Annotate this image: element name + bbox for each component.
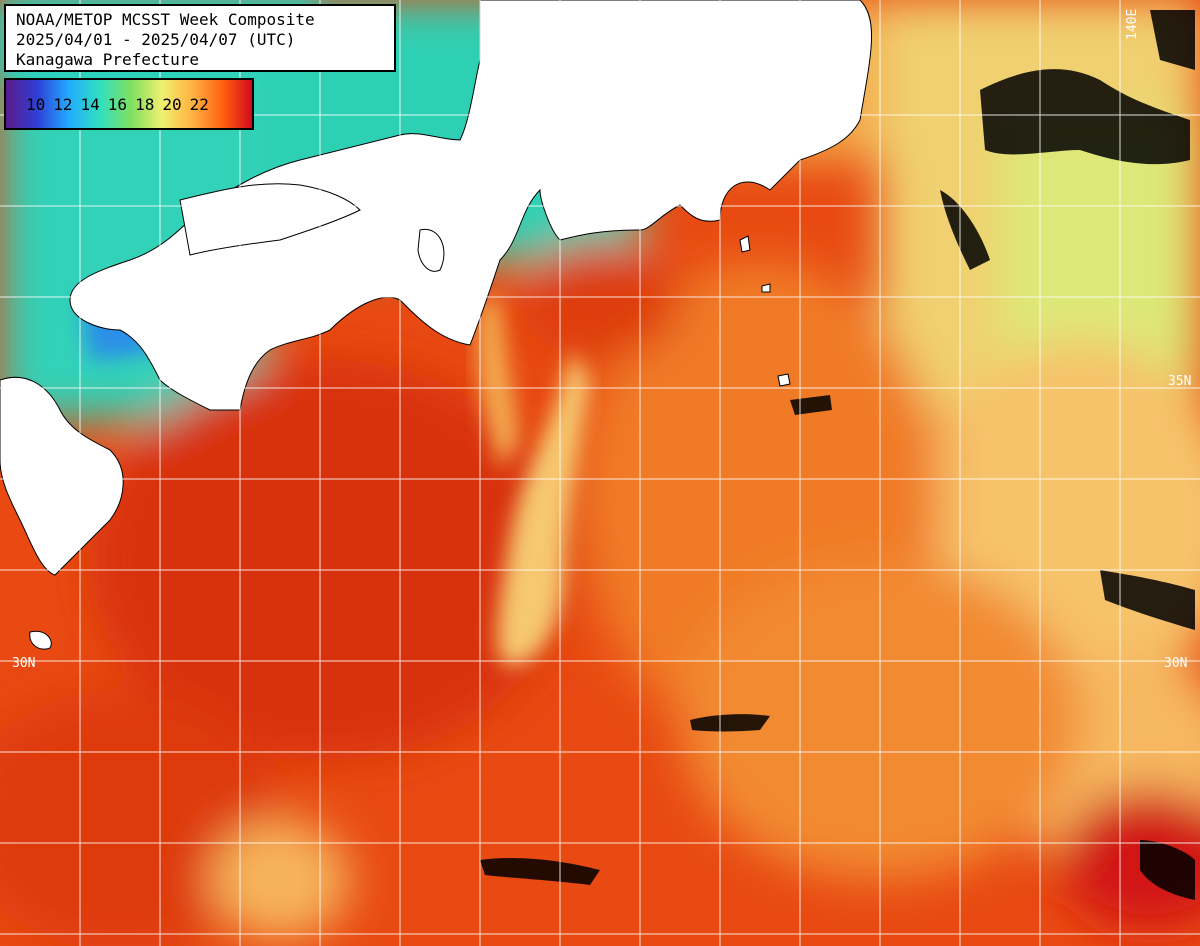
- color-scale-legend: 10 12 14 16 18 20 22: [4, 78, 254, 130]
- title-region: Kanagawa Prefecture: [16, 50, 200, 69]
- lon-label-136e: 136E: [485, 9, 500, 40]
- legend-label: 10: [26, 94, 46, 114]
- island-chain-2: [761, 283, 771, 293]
- lon-label-140e: 140E: [1125, 9, 1140, 40]
- kyushu: [0, 376, 124, 576]
- title-panel: NOAA/METOP MCSST Week Composite 2025/04/…: [4, 4, 396, 72]
- small-island-south: [29, 630, 52, 650]
- legend-label: 14: [80, 94, 100, 114]
- title-product: NOAA/METOP MCSST Week Composite: [16, 10, 315, 29]
- legend-label: 20: [162, 94, 182, 114]
- title-date-range: 2025/04/01 - 2025/04/07 (UTC): [16, 30, 296, 49]
- kii-peninsula-island: [417, 228, 445, 272]
- cool-tongue: [477, 300, 590, 666]
- legend-colorbar: [6, 80, 252, 128]
- land: [0, 0, 873, 650]
- legend-label: 18: [135, 94, 155, 114]
- lat-label-30n-right: 30N: [1164, 656, 1187, 671]
- lat-label-35n-right: 35N: [1168, 374, 1191, 389]
- legend-label: 16: [107, 94, 128, 114]
- island-chain-3: [777, 373, 791, 387]
- island-chain-1: [739, 235, 751, 253]
- legend-labels: 10 12 14 16 18 20 22: [6, 80, 252, 128]
- lat-label-30n-left: 30N: [12, 656, 35, 671]
- legend-label: 22: [189, 94, 209, 114]
- legend-label: 12: [53, 94, 73, 114]
